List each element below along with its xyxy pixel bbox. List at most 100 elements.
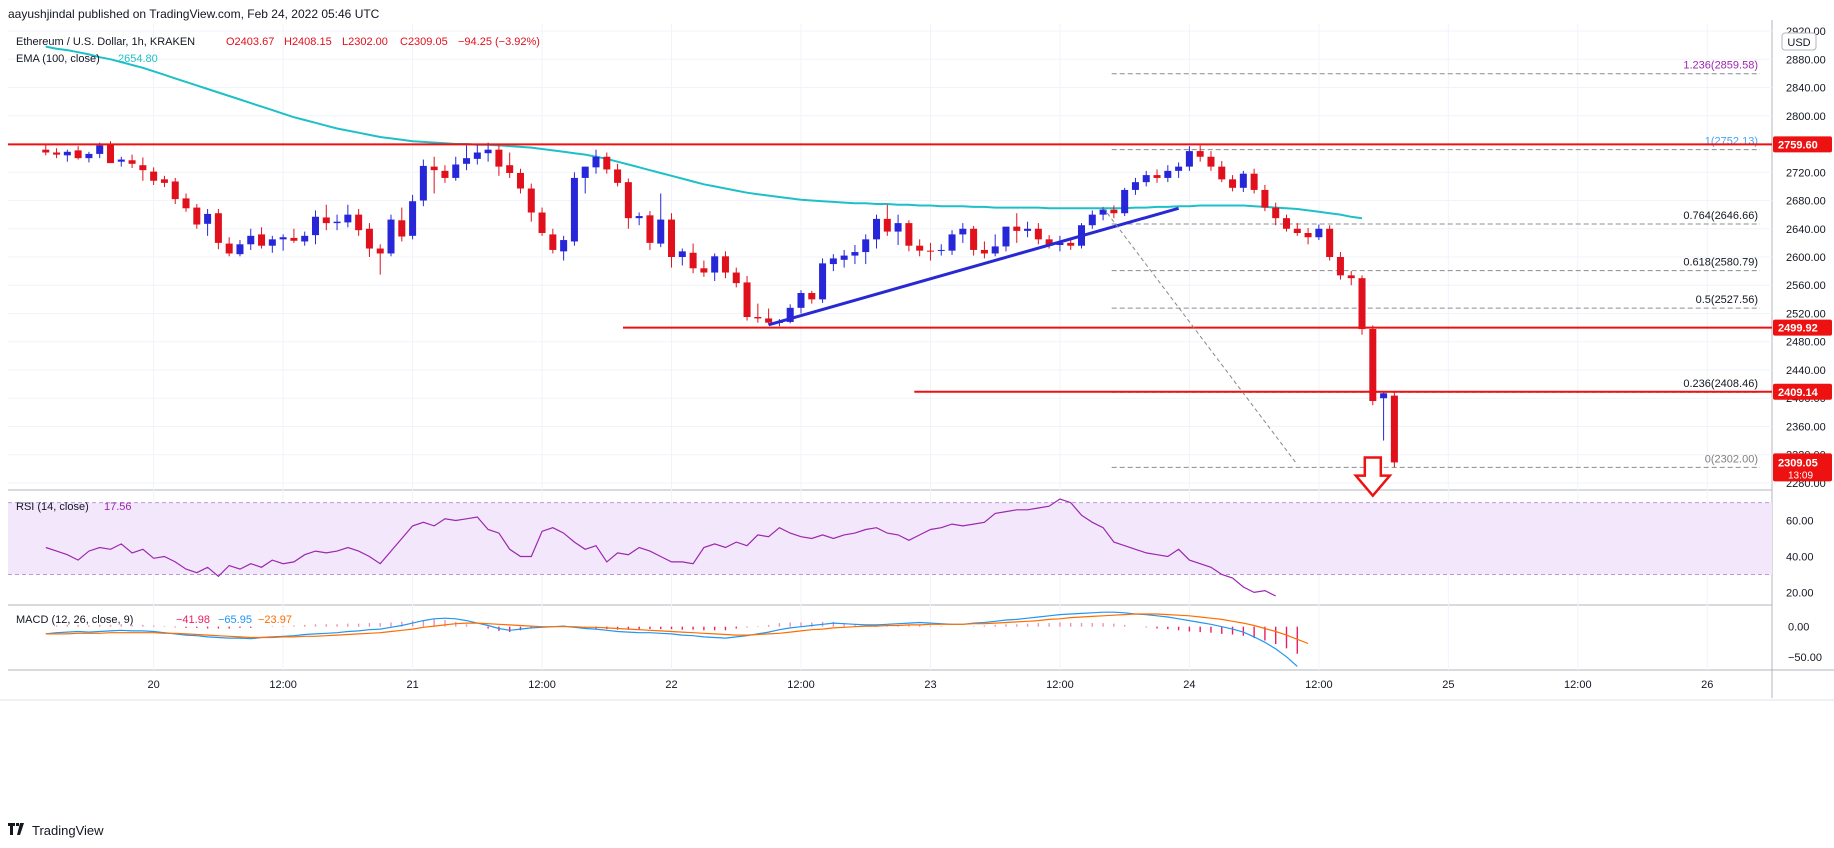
y-tick-label: 2600.00 [1786,252,1826,264]
candle-body [63,151,71,156]
candle-body [160,179,168,183]
macd-y-tick-label: −50.00 [1788,652,1822,664]
candle-body [430,166,438,171]
tradingview-footer[interactable]: TradingView [8,823,104,838]
candle-body [657,219,665,244]
candle-body [1067,242,1075,246]
ema-line [45,45,1363,220]
candle-body [290,237,298,241]
candle-body [1272,207,1280,219]
candle-body [106,144,115,164]
last-price-tag [1773,453,1832,482]
fib-level-label: 0.236(2408.46) [1683,378,1758,390]
macd-legend-signal: −23.97 [258,614,292,626]
candle-body [581,166,589,178]
candle-body [1088,214,1096,226]
trendline [768,206,1180,327]
candle-body [862,239,870,253]
rsi-y-tick-label: 40.00 [1786,551,1814,563]
candle-body [1229,179,1237,188]
macd-legend-hist: −41.98 [176,614,210,626]
candle-body [1358,278,1366,330]
candle-body [387,219,395,254]
candle-body [808,293,816,300]
y-tick-label: 2640.00 [1786,224,1826,236]
candle-body [333,221,341,224]
x-tick-label: 12:00 [1564,679,1592,691]
last-price-label: 2309.05 [1778,457,1818,469]
candle-body [1142,175,1150,183]
candle-body [980,249,988,254]
candle-body [1131,182,1139,190]
ohlc-value: C2309.05 [400,36,448,48]
candle-body [193,207,201,225]
candles [42,141,1398,468]
candle-body [322,217,330,224]
rsi-y-tick-label: 60.00 [1786,516,1814,528]
candle-body [463,158,471,164]
candle-body [721,256,729,273]
rsi-line [45,498,1276,597]
candle-body [970,228,978,250]
candle-body [1304,232,1312,238]
candle-body [1013,226,1021,231]
y-tick-label: 2440.00 [1786,365,1826,377]
candle-body [1282,218,1291,229]
candle-body [689,252,697,269]
currency-label: USD [1787,37,1810,49]
candle-body [139,165,147,171]
candle-body [1121,189,1129,214]
y-tick-label: 2800.00 [1786,111,1826,123]
candle-body [851,252,859,256]
candle-body [376,248,384,254]
candle-body [1250,173,1258,190]
x-tick-label: 25 [1442,679,1454,691]
candle-body [171,181,179,200]
candle-body [1239,173,1247,188]
candle-body [1347,275,1355,279]
ema-legend-label: EMA (100, close) [16,53,100,65]
candle-body [527,188,535,213]
candle-body [344,214,352,223]
candle-body [1099,209,1107,215]
candle-body [754,317,762,319]
candle-body [959,228,967,235]
currency-badge [1781,32,1817,51]
candle-body [1218,166,1226,180]
candle-body [74,150,82,159]
macd-y-tick-label: 0.00 [1788,622,1809,634]
candle-body [1153,175,1161,178]
candle-body [797,293,805,308]
candle-body [678,251,686,257]
candle-body [570,177,578,242]
candle-body [1164,170,1172,178]
candle-body [1207,156,1215,167]
candle-body [1045,239,1053,245]
candle-body [236,244,244,255]
y-tick-label: 2520.00 [1786,308,1826,320]
candle-body [516,172,524,189]
x-tick-label: 26 [1701,679,1713,691]
candle-body [182,198,190,209]
fib-level-label: 0.5(2527.56) [1696,294,1758,306]
candle-body [549,234,557,250]
candle-body [786,307,794,322]
candle-body [926,250,934,252]
ema-legend-value: 2654.80 [118,53,158,65]
candle-body [1196,151,1204,157]
candle-body [247,235,255,245]
macd-signal-line [45,613,1309,645]
candle-body [624,182,632,219]
rsi-legend-value: 17.56 [104,501,132,513]
candle-body [1002,226,1010,247]
x-tick-label: 24 [1183,679,1195,691]
x-tick-label: 23 [924,679,936,691]
macd-legend-macd: −65.95 [218,614,252,626]
x-tick-label: 12:00 [269,679,297,691]
candle-body [204,213,212,224]
candle-body [819,263,827,300]
candle-body [1336,257,1344,276]
tradingview-brand: TradingView [32,823,104,838]
tradingview-logo-icon [8,823,26,838]
